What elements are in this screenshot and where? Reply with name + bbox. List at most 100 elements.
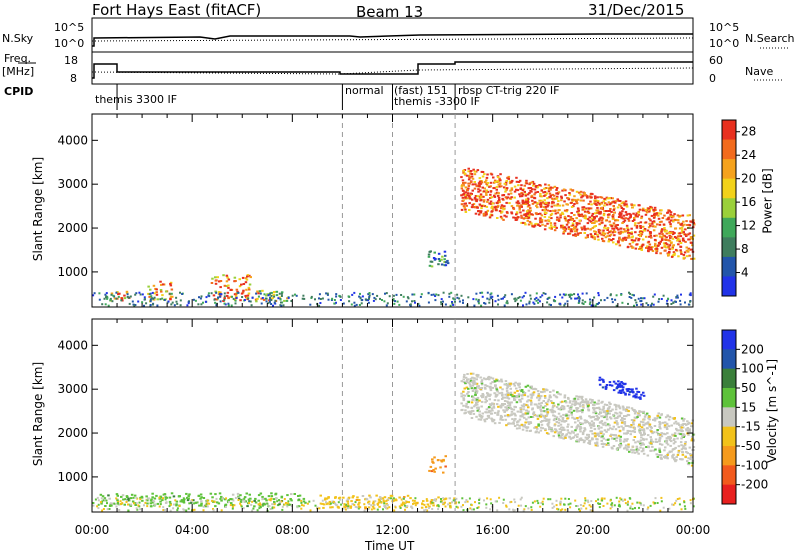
data-cell [271, 506, 274, 509]
data-cell [690, 456, 693, 459]
data-cell [442, 458, 445, 461]
data-cell [684, 441, 687, 443]
data-cell [624, 200, 628, 203]
data-cell [507, 406, 511, 409]
data-cell [617, 391, 620, 394]
data-cell [537, 298, 540, 301]
data-cell [175, 503, 178, 506]
data-cell [684, 240, 687, 243]
data-cell [505, 390, 509, 392]
data-cell [545, 418, 548, 421]
data-cell [540, 401, 543, 404]
data-cell [371, 505, 375, 508]
data-cell [680, 444, 683, 447]
data-cell [685, 255, 689, 258]
data-cell [658, 416, 662, 419]
data-cell [132, 496, 135, 499]
data-cell [135, 496, 138, 499]
data-cell [661, 233, 664, 235]
data-cell [651, 250, 655, 252]
data-cell [159, 496, 163, 499]
data-cell [539, 217, 542, 220]
data-cell [349, 506, 352, 509]
data-cell [690, 422, 694, 425]
data-cell [318, 297, 320, 300]
data-cell [464, 501, 467, 504]
data-cell [455, 501, 458, 504]
data-cell [373, 296, 376, 299]
data-cell [618, 236, 621, 239]
data-cell [655, 213, 658, 216]
data-cell [584, 499, 587, 502]
data-cell [247, 498, 250, 501]
data-cell [648, 415, 651, 418]
data-cell [622, 386, 625, 389]
data-cell [594, 442, 597, 445]
data-cell [536, 186, 539, 189]
data-cell [678, 232, 681, 235]
data-cell [539, 404, 543, 407]
data-cell [116, 494, 119, 497]
data-cell [614, 428, 618, 431]
data-cell [616, 224, 619, 226]
data-cell [630, 204, 634, 206]
data-cell [544, 224, 547, 227]
data-cell [522, 425, 525, 428]
data-cell [646, 421, 650, 424]
data-cell [622, 201, 625, 204]
data-cell [690, 257, 693, 260]
data-cell [642, 429, 646, 432]
data-cell [463, 412, 466, 415]
data-cell [257, 499, 260, 502]
data-cell [592, 415, 595, 418]
data-cell [139, 496, 142, 499]
data-cell [326, 293, 329, 296]
data-cell [381, 299, 383, 301]
data-cell [602, 505, 605, 507]
data-cell [505, 383, 509, 386]
data-cell [589, 301, 592, 304]
data-cell [608, 384, 612, 387]
data-cell [534, 212, 538, 215]
data-cell [677, 255, 680, 258]
data-cell [689, 300, 692, 303]
data-cell [639, 420, 643, 423]
data-cell [499, 404, 502, 407]
data-cell [460, 392, 463, 395]
data-cell [608, 197, 611, 200]
data-cell [600, 299, 602, 302]
data-cell [620, 227, 623, 230]
data-cell [565, 433, 569, 436]
data-cell [579, 199, 583, 202]
data-cell [335, 504, 338, 507]
data-cell [537, 431, 540, 434]
data-cell [523, 394, 527, 397]
data-cell [507, 397, 511, 400]
data-cell [425, 498, 428, 501]
data-cell [122, 498, 125, 501]
data-cell [382, 508, 384, 511]
data-cell [666, 423, 669, 426]
data-cell [682, 445, 685, 448]
data-cell [600, 219, 604, 222]
data-cell [590, 203, 593, 206]
data-cell [464, 186, 468, 189]
data-cell [688, 232, 692, 235]
data-cell [105, 295, 108, 298]
data-cell [526, 395, 530, 398]
data-cell [576, 425, 579, 428]
data-cell [355, 303, 358, 306]
data-cell [484, 211, 488, 214]
data-cell [527, 399, 530, 402]
data-cell [147, 292, 150, 295]
data-cell [578, 214, 582, 216]
data-cell [472, 372, 475, 375]
data-cell [540, 189, 543, 192]
data-cell [199, 497, 202, 500]
data-cell [603, 226, 606, 229]
data-cell [109, 297, 112, 300]
data-cell [502, 297, 504, 300]
data-cell [583, 193, 586, 196]
data-cell [183, 498, 186, 501]
data-cell [281, 505, 284, 508]
